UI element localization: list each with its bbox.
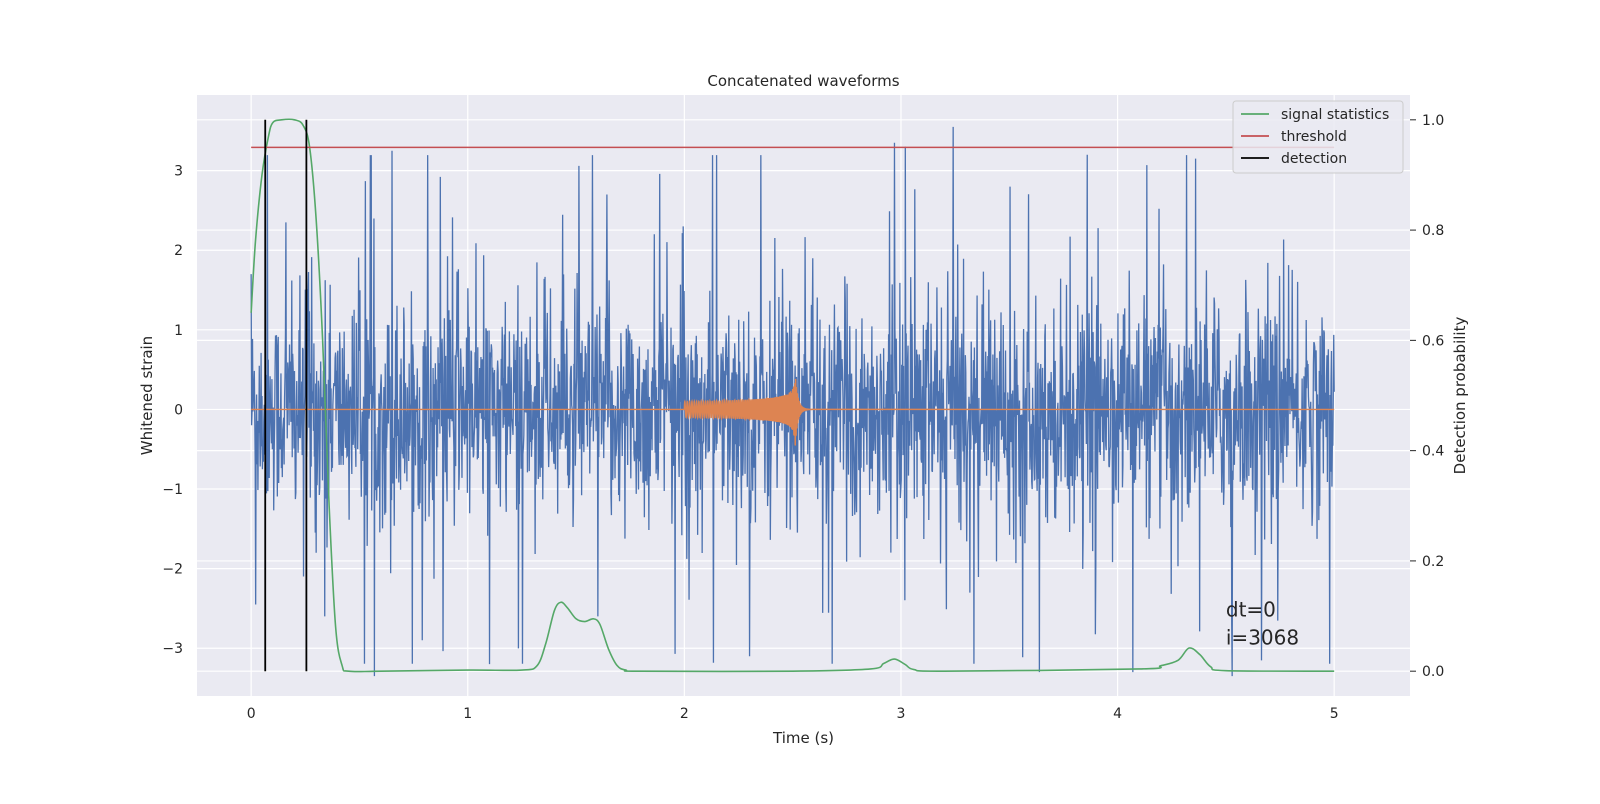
x-tick-label: 2 — [680, 706, 689, 722]
series-layer — [250, 118, 1335, 677]
x-axis-label: Time (s) — [772, 729, 834, 747]
legend-label: signal statistics — [1281, 107, 1389, 123]
x-tick-label: 5 — [1330, 706, 1339, 722]
y-tick-label: −3 — [162, 641, 183, 657]
legend-box — [1232, 100, 1404, 174]
y-tick-label: −1 — [162, 482, 183, 498]
legend-label: threshold — [1281, 129, 1347, 145]
annotation-text: i=3068 — [1226, 625, 1299, 649]
y2-tick-label: 0.4 — [1422, 444, 1444, 460]
y2-tick-label: 1.0 — [1422, 113, 1444, 129]
y-tick-label: 1 — [174, 323, 183, 339]
legend: signal statistics threshold detection — [1232, 100, 1404, 174]
y-tick-label: 0 — [174, 402, 183, 418]
x-tick-label: 3 — [897, 706, 906, 722]
y-tick-label: −2 — [162, 562, 183, 578]
series-signal-statistics-line — [250, 118, 1335, 673]
y2-tick-label: 0.0 — [1422, 664, 1444, 680]
x-tick-label: 0 — [247, 706, 256, 722]
series-template-line — [251, 378, 1335, 446]
y2-axis-label: Detection probability — [1451, 317, 1469, 475]
legend-label: detection — [1281, 151, 1347, 167]
annotations: dt=0 i=3068 — [1226, 597, 1299, 649]
y-tick-label: 2 — [174, 243, 183, 259]
y2-tick-label: 0.2 — [1422, 554, 1444, 570]
chart-title: Concatenated waveforms — [707, 72, 899, 90]
y-tick-label: 3 — [174, 164, 183, 180]
y-axis-label: Whitened strain — [138, 336, 156, 455]
y2-tick-label: 0.8 — [1422, 223, 1444, 239]
x-tick-label: 1 — [463, 706, 472, 722]
x-tick-label: 4 — [1113, 706, 1122, 722]
annotation-text: dt=0 — [1226, 597, 1276, 621]
y2-tick-label: 0.6 — [1422, 333, 1444, 349]
series-strain-line — [250, 126, 1335, 677]
axes-layer: 0 1 2 3 4 5 −3 −2 −1 0 1 2 3 0.0 0.2 0.4 0.6 0.8 1.0 — [162, 113, 1444, 722]
